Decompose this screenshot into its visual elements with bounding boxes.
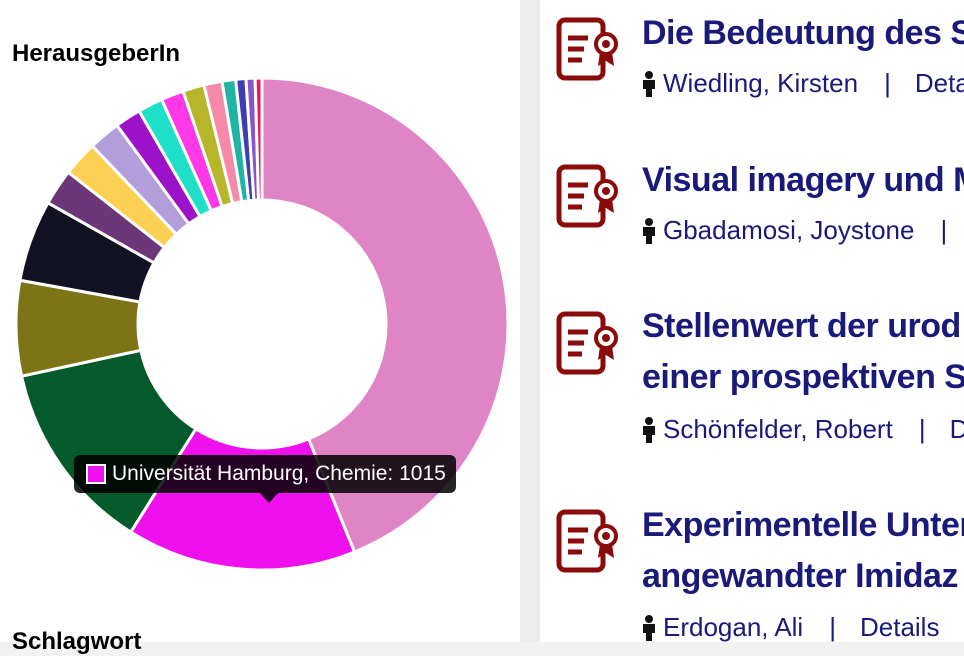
tooltip-label: Universität Hamburg, Chemie: 1015 bbox=[112, 462, 446, 485]
result-title-line2[interactable]: angewandter Imidaz bbox=[642, 557, 958, 595]
facet-heading-subject: Schlagwort bbox=[12, 628, 142, 655]
person-icon bbox=[643, 217, 655, 244]
document-award-icon bbox=[556, 509, 618, 573]
donut-slice-16[interactable] bbox=[253, 76, 264, 202]
document-award-icon bbox=[556, 164, 618, 228]
person-icon bbox=[643, 416, 655, 443]
meta-separator: | bbox=[940, 215, 948, 245]
column-divider bbox=[520, 0, 540, 642]
result-title[interactable]: Die Bedeutung des S bbox=[642, 14, 964, 52]
donut-slice-0[interactable] bbox=[260, 76, 510, 554]
result-author[interactable]: Erdogan, Ali bbox=[663, 612, 804, 642]
document-award-icon bbox=[556, 17, 618, 81]
result-title[interactable]: Visual imagery und M bbox=[642, 161, 964, 199]
result-meta: Erdogan, Ali | Details bbox=[640, 612, 939, 642]
facet-panel: HerausgeberIn Universität Hamburg, Chemi… bbox=[0, 0, 520, 655]
tooltip-arrow bbox=[260, 493, 278, 503]
facet-heading-publisher: HerausgeberIn bbox=[12, 40, 181, 67]
result-details-link[interactable]: Deta bbox=[914, 68, 964, 98]
document-award-icon bbox=[556, 311, 618, 375]
result-meta: Gbadamosi, Joystone | bbox=[640, 215, 964, 246]
person-icon bbox=[643, 614, 655, 641]
chart-tooltip: Universität Hamburg, Chemie: 1015 bbox=[74, 455, 456, 493]
person-icon bbox=[643, 70, 655, 97]
result-author[interactable]: Schönfelder, Robert bbox=[663, 414, 893, 444]
result-list: Die Bedeutung des S Wiedling, Kirsten | … bbox=[540, 0, 964, 642]
meta-separator: | bbox=[829, 612, 836, 642]
result-meta: Wiedling, Kirsten | Deta bbox=[640, 68, 964, 99]
meta-separator: | bbox=[884, 68, 891, 98]
result-title-line2[interactable]: einer prospektiven S bbox=[642, 358, 964, 396]
result-meta: Schönfelder, Robert | De bbox=[640, 414, 964, 445]
meta-separator: | bbox=[918, 414, 926, 444]
result-author[interactable]: Wiedling, Kirsten bbox=[663, 68, 859, 98]
result-author[interactable]: Gbadamosi, Joystone bbox=[663, 215, 915, 245]
result-details-link[interactable]: Details bbox=[859, 612, 940, 642]
result-details-link[interactable]: De bbox=[949, 414, 964, 444]
publisher-donut-chart bbox=[14, 76, 510, 572]
tooltip-color-swatch bbox=[86, 464, 106, 484]
result-title[interactable]: Experimentelle Unter bbox=[642, 506, 964, 544]
result-title[interactable]: Stellenwert der urod bbox=[642, 307, 961, 345]
